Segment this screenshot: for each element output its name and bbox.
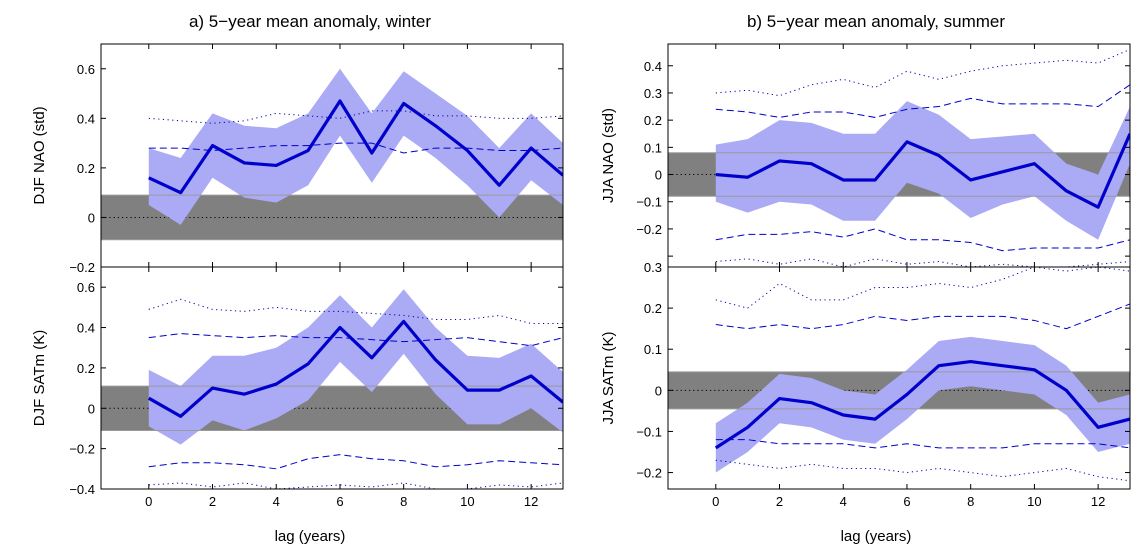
x-tick-label: 4 bbox=[840, 494, 847, 509]
y-tick-label: 0.3 bbox=[644, 260, 662, 275]
y-tick-label: 0.2 bbox=[77, 161, 95, 176]
y-tick-label: 0.6 bbox=[77, 280, 95, 295]
dotted-upper-line bbox=[148, 110, 563, 124]
mean-line bbox=[148, 319, 563, 418]
mean-line bbox=[148, 99, 563, 195]
x-tick-label: 0 bbox=[145, 494, 152, 509]
mean-line bbox=[714, 359, 1130, 450]
dashed-lower-line bbox=[148, 454, 563, 470]
y-tick-label: 0.1 bbox=[644, 140, 662, 155]
xlabel-right: lag (years) bbox=[841, 528, 912, 545]
panel-b-bottom: 0 2 4 6 8 10 12 −0.2 −0.1 0 0.1 0.2 0.3 JJA SATm (K) bbox=[600, 260, 1131, 509]
x-tick-label: 2 bbox=[209, 494, 216, 509]
y-tick-label: −0.1 bbox=[636, 195, 662, 210]
panel-a-bottom: 0 2 4 6 8 10 12 −0.4 −0.2 0 0.2 0.4 0.6 DJF SATm (K) bbox=[31, 266, 564, 509]
x-tick-label: 2 bbox=[776, 494, 783, 509]
y-tick-label: 0.2 bbox=[77, 361, 95, 376]
x-tick-label: 12 bbox=[1091, 494, 1105, 509]
y-tick-label: 0.1 bbox=[644, 342, 662, 357]
y-tick-label: 0 bbox=[88, 210, 95, 225]
y-tick-label: 0.6 bbox=[77, 62, 95, 77]
dashed-upper-line bbox=[715, 84, 1130, 118]
plot-area bbox=[668, 267, 1130, 482]
y-axis-label: JJA SATm (K) bbox=[600, 331, 617, 424]
x-tick-label: 6 bbox=[336, 494, 343, 509]
x-tick-label: 0 bbox=[712, 494, 719, 509]
title-right: b) 5−year mean anomaly, summer bbox=[747, 12, 1005, 31]
y-tick-label: −0.1 bbox=[636, 424, 662, 439]
y-tick-label: −0.2 bbox=[69, 442, 95, 457]
confidence-band bbox=[148, 289, 563, 445]
x-tick-label: 10 bbox=[1027, 494, 1041, 509]
y-tick-label: 0.4 bbox=[77, 111, 95, 126]
confidence-band bbox=[715, 101, 1130, 240]
y-axis-label: DJF NAO (std) bbox=[31, 106, 48, 204]
plot-area bbox=[101, 289, 563, 489]
panels: −0.2 0 0.2 0.4 0.6 DJF NAO (std) 0 2 4 6 8 10 12 −0.4… bbox=[31, 43, 1131, 509]
y-tick-label: −0.2 bbox=[636, 466, 662, 481]
y-tick-label: 0.2 bbox=[644, 113, 662, 128]
x-tick-label: 10 bbox=[460, 494, 474, 509]
y-tick-label: 0.2 bbox=[644, 301, 662, 316]
plot-area bbox=[101, 68, 563, 241]
y-tick-label: 0.4 bbox=[77, 321, 95, 336]
y-axis-label: JJA NAO (std) bbox=[600, 108, 617, 203]
dashed-lower-line bbox=[715, 439, 1130, 449]
y-tick-label: −0.4 bbox=[69, 482, 95, 497]
panel-a-top: −0.2 0 0.2 0.4 0.6 DJF NAO (std) bbox=[31, 43, 564, 275]
mean-line bbox=[715, 133, 1130, 209]
dashed-upper-line bbox=[715, 303, 1130, 330]
y-tick-label: −0.2 bbox=[636, 222, 662, 237]
x-tick-label: 8 bbox=[967, 494, 974, 509]
y-tick-label: 0 bbox=[655, 168, 662, 183]
x-tick-label: 4 bbox=[273, 494, 280, 509]
x-tick-label: 8 bbox=[400, 494, 407, 509]
confidence-band bbox=[148, 68, 563, 225]
y-tick-label: 0 bbox=[88, 401, 95, 416]
xlabel-left: lag (years) bbox=[275, 528, 346, 545]
panel-b-top: −0.2 −0.1 0 0.1 0.2 0.3 0.4 JJA NAO (std) bbox=[600, 43, 1131, 268]
plot-frame bbox=[667, 266, 1131, 490]
x-tick-label: 12 bbox=[524, 494, 538, 509]
plot-frame bbox=[100, 266, 564, 490]
y-axis-label: DJF SATm (K) bbox=[31, 330, 48, 426]
plot-area bbox=[668, 48, 1130, 267]
y-tick-label: 0.4 bbox=[644, 59, 662, 74]
y-tick-label: 0.3 bbox=[644, 86, 662, 101]
x-tick-label: 6 bbox=[903, 494, 910, 509]
y-tick-label: 0 bbox=[655, 383, 662, 398]
dashed-lower-line bbox=[715, 228, 1130, 252]
confidence-band bbox=[715, 336, 1130, 473]
dashed-upper-line bbox=[148, 333, 563, 347]
title-left: a) 5−year mean anomaly, winter bbox=[189, 12, 431, 31]
y-tick-label: −0.2 bbox=[69, 260, 95, 275]
